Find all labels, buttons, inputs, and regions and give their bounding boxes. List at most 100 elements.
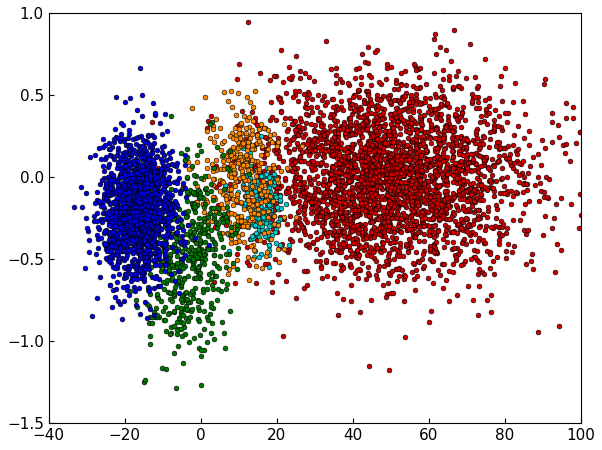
Point: [379, 218, 389, 225]
Point: [204, 271, 214, 278]
Point: [346, 117, 355, 125]
Point: [303, 88, 312, 95]
Point: [267, 198, 277, 205]
Point: [252, 134, 262, 141]
Point: [111, 189, 120, 196]
Point: [178, 209, 188, 216]
Point: [290, 199, 300, 206]
Point: [402, 226, 412, 234]
Point: [121, 184, 131, 191]
Point: [528, 153, 538, 161]
Point: [136, 219, 146, 226]
Point: [138, 193, 148, 200]
Point: [148, 208, 158, 215]
Point: [412, 180, 421, 188]
Point: [373, 148, 383, 155]
Point: [225, 180, 235, 187]
Point: [120, 211, 130, 218]
Point: [387, 199, 397, 207]
Point: [214, 181, 224, 188]
Point: [435, 155, 444, 162]
Point: [125, 130, 134, 138]
Point: [405, 177, 415, 184]
Point: [502, 188, 512, 195]
Point: [129, 186, 139, 193]
Point: [384, 212, 394, 220]
Point: [483, 214, 492, 221]
Point: [186, 307, 196, 315]
Point: [415, 65, 425, 72]
Point: [408, 175, 418, 182]
Point: [388, 187, 397, 194]
Point: [383, 152, 393, 159]
Point: [143, 239, 153, 247]
Point: [350, 210, 360, 217]
Point: [252, 131, 261, 139]
Point: [376, 138, 386, 145]
Point: [306, 193, 315, 200]
Point: [119, 200, 128, 207]
Point: [494, 138, 504, 145]
Point: [364, 194, 374, 201]
Point: [146, 210, 155, 217]
Point: [456, 158, 466, 165]
Point: [471, 127, 480, 135]
Point: [392, 105, 402, 112]
Point: [394, 158, 404, 166]
Point: [485, 248, 495, 256]
Point: [158, 279, 167, 286]
Point: [335, 89, 345, 96]
Point: [244, 204, 254, 212]
Point: [323, 192, 333, 199]
Point: [348, 168, 358, 176]
Point: [354, 195, 364, 202]
Point: [406, 205, 416, 212]
Point: [355, 189, 364, 197]
Point: [232, 198, 241, 206]
Point: [334, 151, 344, 158]
Point: [340, 132, 350, 139]
Point: [120, 192, 129, 199]
Point: [421, 149, 430, 156]
Point: [154, 248, 164, 256]
Point: [452, 142, 462, 149]
Point: [359, 228, 368, 235]
Point: [294, 174, 304, 181]
Point: [349, 213, 359, 220]
Point: [323, 146, 333, 153]
Point: [433, 144, 442, 151]
Point: [139, 241, 149, 248]
Point: [357, 202, 367, 209]
Point: [294, 123, 303, 130]
Point: [374, 176, 383, 183]
Point: [100, 240, 110, 248]
Point: [376, 225, 385, 232]
Point: [336, 123, 346, 130]
Point: [111, 213, 121, 220]
Point: [183, 222, 193, 229]
Point: [534, 198, 544, 205]
Point: [123, 225, 132, 232]
Point: [362, 110, 372, 117]
Point: [474, 168, 483, 176]
Point: [154, 275, 164, 283]
Point: [110, 264, 120, 271]
Point: [273, 140, 282, 147]
Point: [315, 198, 324, 205]
Point: [383, 222, 393, 230]
Point: [131, 166, 141, 173]
Point: [369, 129, 379, 136]
Point: [491, 106, 500, 113]
Point: [238, 161, 247, 168]
Point: [320, 188, 329, 195]
Point: [330, 208, 340, 216]
Point: [131, 196, 140, 203]
Point: [99, 174, 108, 181]
Point: [376, 95, 385, 103]
Point: [133, 233, 143, 240]
Point: [275, 244, 284, 252]
Point: [419, 197, 429, 204]
Point: [160, 304, 169, 311]
Point: [431, 183, 441, 190]
Point: [386, 290, 396, 297]
